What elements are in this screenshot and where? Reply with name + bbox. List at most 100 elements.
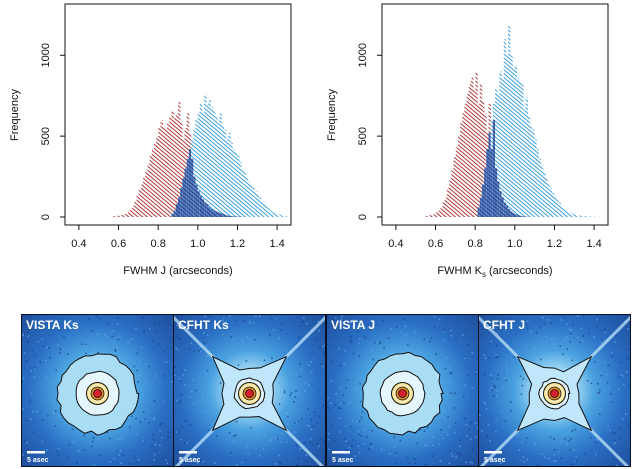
noise-speckle [453, 407, 456, 409]
noise-speckle [217, 327, 220, 329]
noise-speckle [371, 429, 374, 432]
noise-speckle [477, 348, 478, 351]
noise-speckle [113, 457, 115, 460]
noise-speckle [431, 436, 434, 438]
noise-speckle [571, 463, 573, 465]
noise-speckle [45, 359, 47, 362]
noise-speckle [348, 446, 351, 449]
noise-speckle [553, 453, 556, 456]
noise-speckle [26, 331, 29, 334]
noise-speckle [301, 418, 303, 420]
scale-bar-label: 5 asec [332, 457, 354, 464]
bar-series-2 [254, 191, 257, 217]
bar-overlap [503, 202, 507, 217]
noise-speckle [584, 452, 587, 455]
noise-speckle [370, 322, 372, 324]
x-tick-label: 0.8 [468, 238, 483, 250]
noise-speckle [439, 460, 442, 462]
noise-speckle [316, 338, 318, 341]
noise-speckle [116, 317, 119, 320]
noise-speckle [566, 353, 569, 356]
noise-speckle [179, 450, 181, 452]
noise-speckle [114, 348, 117, 351]
noise-speckle [294, 373, 297, 375]
bar-series-2 [239, 162, 242, 217]
noise-speckle [235, 420, 238, 423]
bar-overlap [508, 208, 511, 217]
plot-frame [64, 3, 292, 226]
noise-speckle [37, 340, 40, 343]
bar-series-2 [518, 81, 522, 217]
bar-series-1 [449, 178, 452, 217]
noise-speckle [361, 411, 364, 413]
noise-speckle [172, 320, 173, 323]
noise-speckle [327, 438, 330, 441]
bar-series-1 [116, 215, 120, 217]
noise-speckle [280, 329, 283, 331]
bar-series-2 [580, 215, 583, 217]
noise-speckle [408, 462, 411, 464]
noise-speckle [330, 425, 333, 427]
noise-speckle [310, 418, 313, 421]
noise-speckle [322, 404, 325, 407]
noise-speckle [485, 408, 488, 410]
noise-speckle [303, 317, 305, 319]
noise-speckle [29, 400, 31, 403]
noise-speckle [351, 445, 353, 447]
noise-speckle [212, 407, 215, 410]
noise-speckle [521, 441, 523, 444]
noise-speckle [52, 424, 55, 426]
bar-series-2 [217, 123, 220, 217]
noise-speckle [620, 361, 623, 364]
bar-series-2 [542, 171, 546, 217]
bar-series-1 [477, 103, 481, 217]
bar-series-1 [429, 215, 433, 217]
noise-speckle [246, 445, 249, 447]
noise-speckle [132, 448, 134, 451]
bar-series-1 [114, 216, 118, 217]
bar-series-1 [127, 211, 131, 217]
noise-speckle [339, 364, 342, 367]
bar-series-2 [508, 26, 511, 217]
noise-speckle [24, 439, 26, 442]
noise-speckle [281, 322, 283, 325]
bar-series-2 [558, 202, 561, 217]
noise-speckle [522, 380, 524, 382]
noise-speckle [184, 369, 186, 371]
noise-speckle [629, 358, 630, 360]
noise-speckle [295, 390, 297, 392]
peak-contour [245, 389, 254, 398]
noise-speckle [620, 437, 622, 440]
bar-series-2 [201, 111, 205, 217]
histogram-bars [425, 26, 600, 217]
noise-speckle [618, 375, 621, 378]
noise-speckle [286, 412, 288, 414]
noise-speckle [586, 387, 588, 390]
bar-series-1 [160, 119, 164, 217]
noise-speckle [479, 414, 481, 417]
noise-speckle [610, 393, 612, 395]
noise-speckle [311, 444, 314, 446]
noise-speckle [117, 437, 119, 440]
scale-bar [484, 451, 502, 454]
noise-speckle [65, 422, 67, 425]
noise-speckle [419, 429, 421, 431]
noise-speckle [596, 438, 598, 441]
noise-speckle [106, 431, 108, 434]
bar-series-1 [145, 170, 148, 217]
noise-speckle [145, 380, 148, 383]
noise-speckle [62, 418, 65, 421]
bar-series-1 [468, 84, 472, 217]
noise-speckle [521, 384, 524, 387]
noise-speckle [203, 331, 205, 334]
noise-speckle [593, 427, 595, 430]
noise-speckle [525, 345, 528, 347]
bar-series-1 [475, 71, 478, 217]
noise-speckle [484, 357, 487, 360]
noise-speckle [510, 401, 512, 403]
noise-speckle [450, 392, 452, 394]
x-tick-label: 0.4 [71, 238, 86, 250]
noise-speckle [445, 356, 448, 359]
noise-speckle [270, 439, 273, 442]
